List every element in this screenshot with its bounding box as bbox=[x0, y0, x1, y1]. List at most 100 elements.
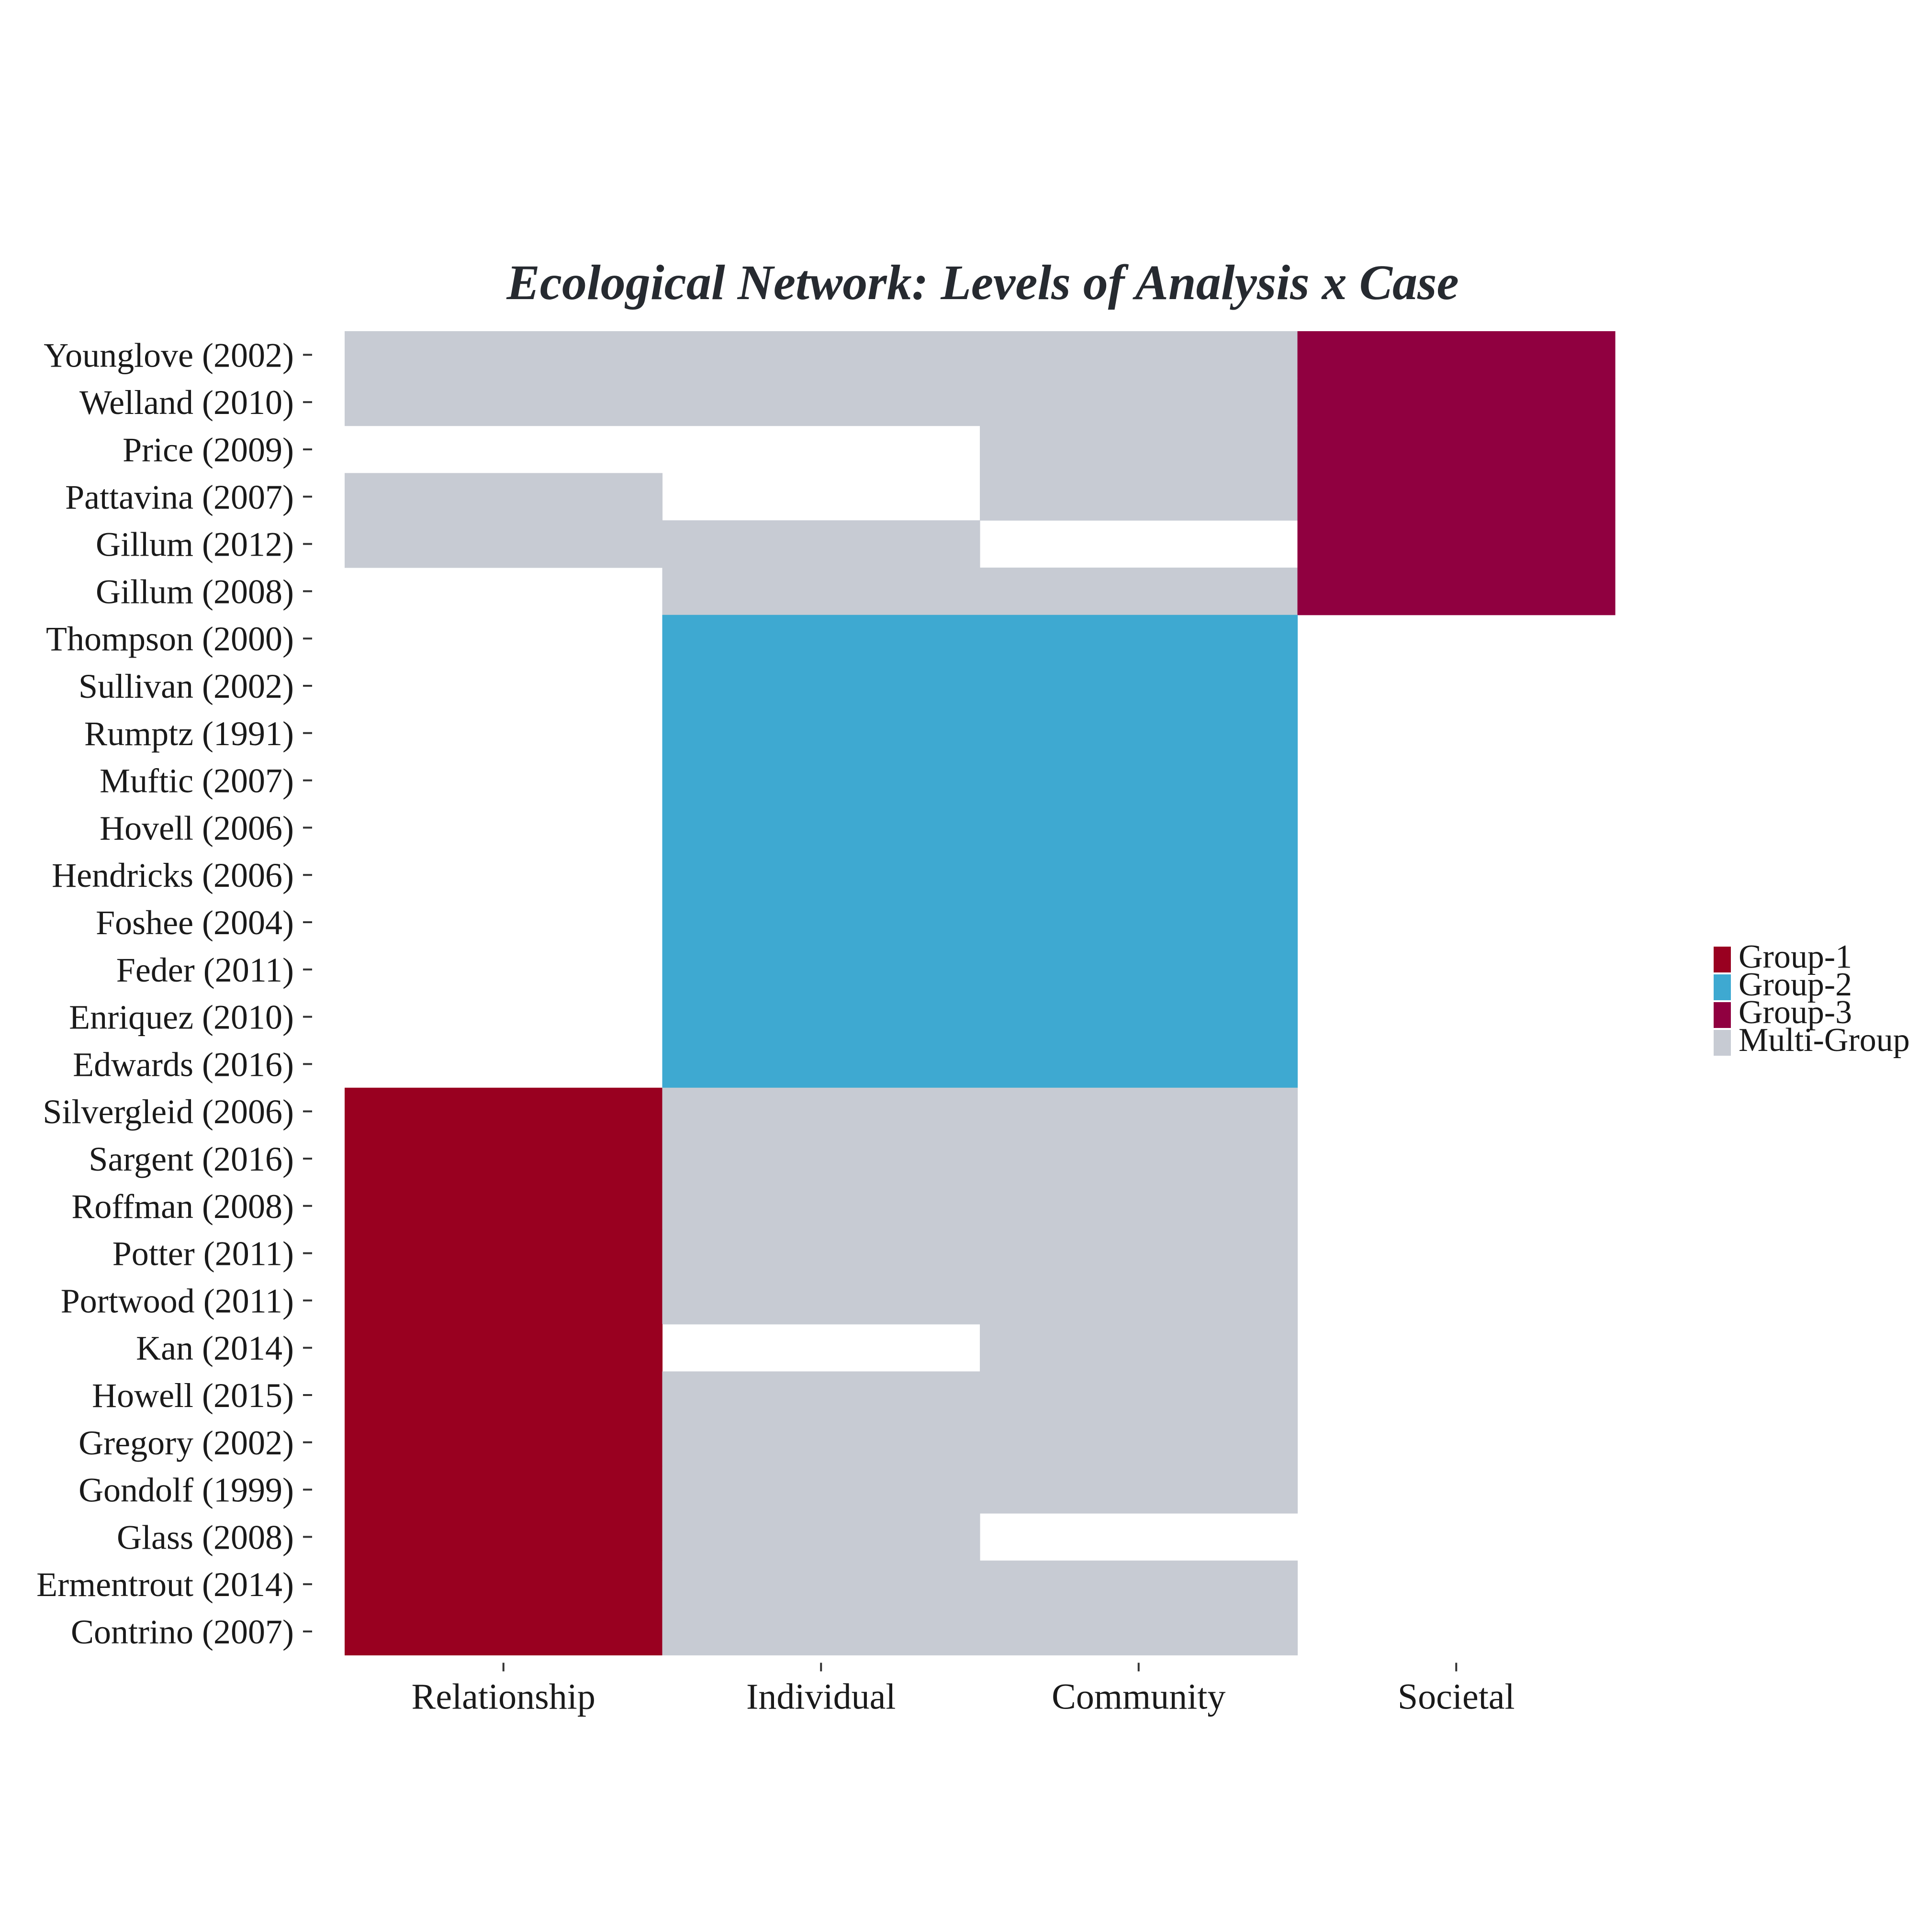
y-tick-label: Welland (2010) bbox=[79, 383, 294, 422]
y-tick-label: Edwards (2016) bbox=[73, 1045, 294, 1083]
heatmap-cell bbox=[980, 1560, 1298, 1608]
heatmap-cell bbox=[1297, 378, 1616, 426]
heatmap-cell bbox=[345, 1277, 663, 1325]
heatmap-cells bbox=[345, 331, 1616, 1655]
heatmap-cell bbox=[345, 1418, 663, 1466]
heatmap-cell bbox=[662, 1608, 980, 1655]
y-tick-label: Rumptz (1991) bbox=[84, 715, 294, 753]
heatmap-cell bbox=[662, 662, 980, 710]
heatmap-cell bbox=[662, 993, 980, 1041]
heatmap-cell bbox=[662, 378, 980, 426]
heatmap-cell bbox=[980, 1229, 1298, 1277]
y-axis: Younglove (2002) Welland (2010) Price (200… bbox=[36, 336, 312, 1651]
y-tick-label: Sullivan (2002) bbox=[79, 667, 294, 705]
heatmap-cell bbox=[662, 1040, 980, 1088]
y-tick-label: Potter (2011) bbox=[112, 1235, 294, 1273]
y-tick-label: Silvergleid (2006) bbox=[43, 1093, 294, 1131]
heatmap-cell bbox=[662, 709, 980, 757]
heatmap-cell bbox=[345, 331, 663, 379]
heatmap-cell bbox=[662, 520, 980, 568]
heatmap-cell bbox=[662, 1513, 980, 1561]
y-tick-label: Roffman (2008) bbox=[71, 1187, 294, 1226]
heatmap-cell bbox=[662, 1560, 980, 1608]
y-tick-label: Hovell (2006) bbox=[100, 809, 294, 847]
heatmap-cell bbox=[662, 1371, 980, 1419]
heatmap-cell bbox=[980, 804, 1298, 852]
heatmap-cell bbox=[980, 898, 1298, 946]
y-tick-label: Hendricks (2006) bbox=[52, 856, 294, 894]
heatmap-cell bbox=[980, 757, 1298, 804]
legend-swatch bbox=[1714, 1030, 1731, 1056]
y-tick-label: Muftic (2007) bbox=[100, 762, 294, 800]
heatmap-cell bbox=[1297, 520, 1616, 568]
heatmap-cell bbox=[980, 1040, 1298, 1088]
y-tick-label: Thompson (2000) bbox=[46, 620, 294, 658]
heatmap-cell bbox=[1297, 331, 1616, 379]
heatmap-cell bbox=[980, 331, 1298, 379]
heatmap-cell bbox=[980, 1324, 1298, 1372]
legend-swatch bbox=[1714, 1002, 1731, 1028]
y-tick-label: Enriquez (2010) bbox=[69, 998, 294, 1037]
y-tick-label: Younglove (2002) bbox=[44, 336, 294, 374]
heatmap-cell bbox=[345, 520, 663, 568]
heatmap-cell bbox=[980, 1371, 1298, 1419]
y-tick-label: Howell (2015) bbox=[92, 1376, 294, 1415]
heatmap-cell bbox=[980, 709, 1298, 757]
heatmap-cell bbox=[662, 946, 980, 994]
heatmap-cell bbox=[980, 851, 1298, 899]
heatmap-cell bbox=[1297, 473, 1616, 521]
chart-title: Ecological Network: Levels of Analysis x… bbox=[506, 255, 1459, 310]
heatmap-cell bbox=[980, 473, 1298, 521]
heatmap-cell bbox=[345, 1466, 663, 1514]
y-tick-label: Pattavina (2007) bbox=[65, 478, 294, 516]
heatmap-cell bbox=[345, 1135, 663, 1183]
heatmap-cell bbox=[1297, 568, 1616, 615]
legend-label: Group-1 bbox=[1739, 938, 1852, 975]
y-tick-label: Foshee (2004) bbox=[96, 904, 294, 942]
y-tick-label: Glass (2008) bbox=[117, 1518, 294, 1556]
x-tick-label: Community bbox=[1052, 1676, 1225, 1717]
y-tick-label: Gondolf (1999) bbox=[79, 1471, 294, 1509]
heatmap-cell bbox=[662, 1418, 980, 1466]
heatmap-cell bbox=[980, 1277, 1298, 1325]
heatmap-cell bbox=[662, 614, 980, 663]
y-tick-label: Gillum (2012) bbox=[96, 525, 294, 564]
heatmap-cell bbox=[980, 662, 1298, 710]
y-tick-label: Price (2009) bbox=[123, 431, 294, 469]
heatmap-cell bbox=[980, 614, 1298, 663]
heatmap-cell bbox=[662, 331, 980, 379]
legend-label: Group-3 bbox=[1739, 994, 1852, 1031]
x-tick-label: Societal bbox=[1398, 1676, 1515, 1717]
x-tick-label: Individual bbox=[746, 1676, 896, 1717]
x-axis: Relationship Individual Community Societal bbox=[412, 1663, 1515, 1717]
heatmap-cell bbox=[662, 757, 980, 804]
heatmap-cell bbox=[662, 1466, 980, 1514]
heatmap-cell bbox=[345, 1371, 663, 1419]
y-tick-label: Feder (2011) bbox=[116, 951, 294, 989]
heatmap-cell bbox=[345, 1608, 663, 1655]
heatmap-cell bbox=[345, 1182, 663, 1230]
legend-swatch bbox=[1714, 974, 1731, 1000]
y-tick-label: Ermentrout (2014) bbox=[36, 1565, 294, 1604]
heatmap-cell bbox=[980, 1182, 1298, 1230]
x-tick-label: Relationship bbox=[412, 1676, 595, 1717]
heatmap-cell bbox=[662, 1229, 980, 1277]
heatmap-cell bbox=[980, 946, 1298, 994]
heatmap-cell bbox=[345, 1229, 663, 1277]
legend-label: Multi-Group bbox=[1739, 1022, 1910, 1059]
y-tick-label: Gillum (2008) bbox=[96, 572, 294, 611]
heatmap-cell bbox=[980, 1608, 1298, 1655]
heatmap-cell bbox=[662, 1135, 980, 1183]
heatmap-cell bbox=[980, 1466, 1298, 1514]
y-tick-label: Contrino (2007) bbox=[71, 1613, 294, 1651]
heatmap-cell bbox=[345, 1513, 663, 1561]
heatmap-cell bbox=[1297, 425, 1616, 473]
heatmap-cell bbox=[662, 851, 980, 899]
heatmap-cell bbox=[662, 898, 980, 946]
legend-label: Group-2 bbox=[1739, 966, 1852, 1003]
heatmap-cell bbox=[662, 568, 980, 615]
heatmap-cell bbox=[980, 425, 1298, 473]
